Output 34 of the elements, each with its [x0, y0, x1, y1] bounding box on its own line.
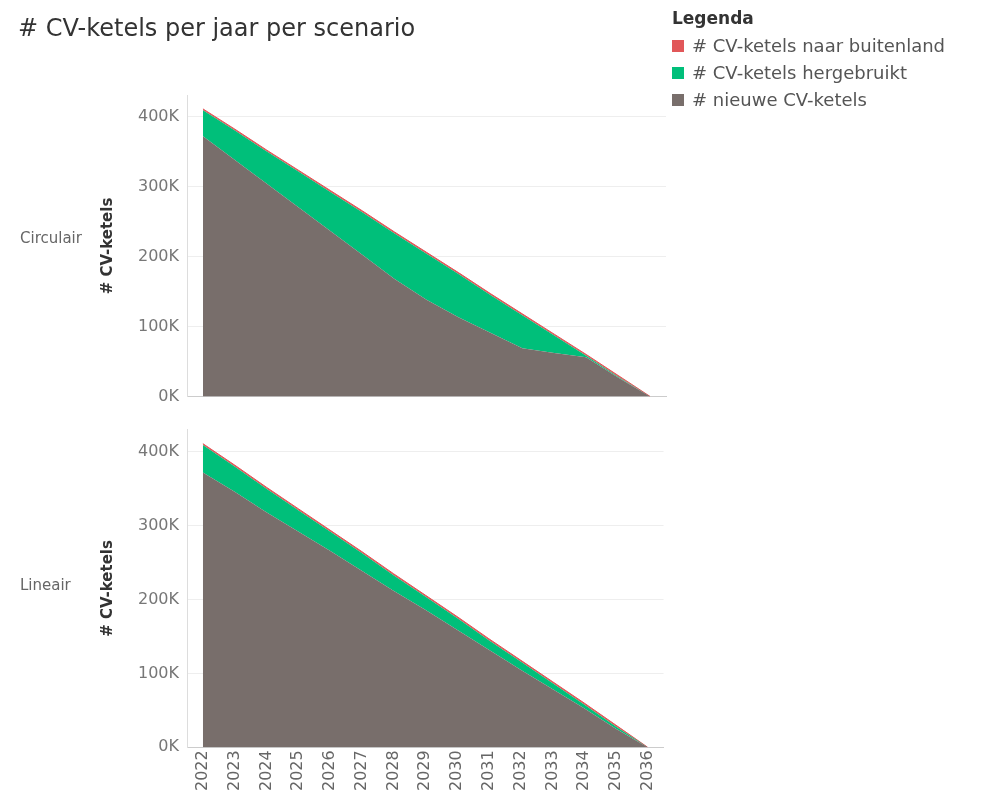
- x-tick-label: 2034: [573, 750, 593, 791]
- legend-label: # nieuwe CV-ketels: [692, 89, 867, 110]
- y-tick-label: 400K: [137, 105, 180, 125]
- x-tick-label: 2024: [255, 750, 275, 791]
- text: Lineair: [20, 576, 71, 595]
- y-tick-label: 0K: [158, 385, 180, 405]
- x-tick-label: 2035: [605, 750, 625, 791]
- y-tick-label: 400K: [137, 440, 180, 460]
- legend-label: # CV-ketels naar buitenland: [692, 35, 946, 56]
- x-tick-label: 2028: [382, 750, 402, 791]
- y-axis-title: # CV-ketels: [97, 540, 116, 637]
- x-tick-label: 2022: [192, 750, 212, 791]
- y-tick-label: 100K: [137, 662, 180, 682]
- y-axis-title: # CV-ketels: [97, 197, 116, 295]
- x-tick-label: 2027: [350, 750, 370, 791]
- x-tick-label: 2036: [636, 750, 656, 791]
- x-tick-label: 2033: [541, 750, 561, 791]
- x-tick-label: 2032: [509, 750, 529, 791]
- x-tick-label: 2031: [477, 750, 497, 791]
- x-tick-label: 2029: [414, 750, 434, 791]
- x-tick-label: 2023: [223, 750, 243, 791]
- x-tick-label: 2030: [446, 750, 466, 791]
- chart-title: # CV-ketels per jaar per scenario: [18, 14, 416, 42]
- legend-title: Legenda: [672, 8, 755, 28]
- x-tick-label: 2025: [287, 750, 307, 791]
- legend-label: # CV-ketels hergebruikt: [692, 62, 907, 83]
- y-tick-label: 200K: [137, 588, 180, 608]
- text: Circulair: [20, 229, 82, 248]
- y-tick-label: 300K: [137, 514, 180, 534]
- y-tick-label: 0K: [158, 736, 180, 756]
- y-tick-label: 200K: [137, 245, 180, 265]
- y-tick-label: 100K: [137, 315, 180, 335]
- x-tick-label: 2026: [319, 750, 339, 791]
- y-tick-label: 300K: [137, 175, 180, 195]
